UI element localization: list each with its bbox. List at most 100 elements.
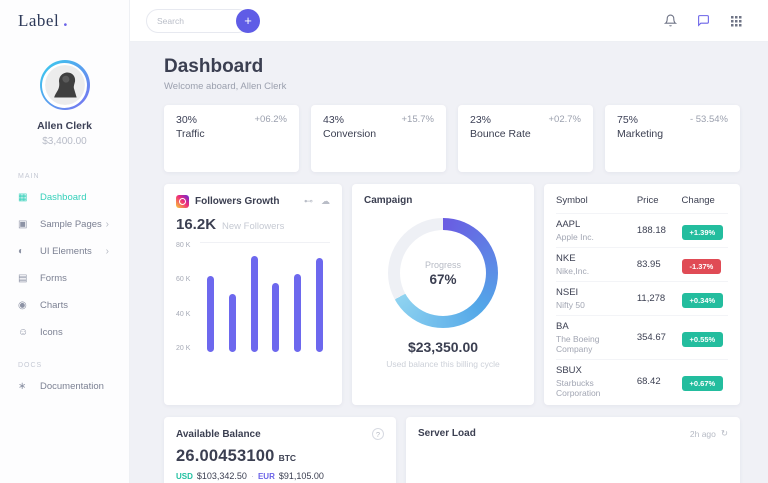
stat-card-marketing[interactable]: 75% - 53.54% Marketing: [605, 105, 740, 172]
stat-card-traffic[interactable]: 30% +06.2% Traffic: [164, 105, 299, 172]
stocks-table: Symbol Price Change AAPL Apple Inc. 188.…: [556, 186, 728, 403]
followers-growth-card: Followers Growth ⊷ ☁ 16.2K New Followers…: [164, 184, 342, 405]
stat-label: Conversion: [323, 128, 377, 140]
sidebar-item-ui-elements[interactable]: ◐ UI Elements ›: [0, 238, 129, 265]
sidebar-item-icons[interactable]: ☺ Icons: [0, 319, 129, 346]
table-row[interactable]: SBUX Starbucks Corporation 68.42 +0.67%: [556, 359, 728, 403]
page-header: Dashboard Welcome aboard, Allen Clerk: [164, 56, 740, 92]
sidebar-item-label: UI Elements: [40, 246, 92, 257]
stock-price: 354.67: [636, 315, 682, 360]
charts-icon: ◉: [18, 300, 27, 311]
sidebar-item-documentation[interactable]: ∗ Documentation: [0, 373, 129, 400]
change-badge: +0.34%: [681, 292, 724, 308]
stock-symbol: NSEI: [556, 287, 579, 298]
sidebar-item-label: Dashboard: [40, 192, 87, 203]
help-icon[interactable]: ?: [372, 428, 384, 440]
pages-icon: ▣: [18, 219, 28, 230]
sidebar-section-main: MAIN: [18, 173, 40, 180]
sidebar-section-docs: DOCS: [18, 362, 43, 369]
stock-price: 83.95: [636, 247, 682, 282]
chevron-right-icon: ›: [105, 246, 109, 257]
followers-bars: [200, 242, 330, 352]
stat-change: +02.7%: [548, 114, 582, 125]
middle-row: Followers Growth ⊷ ☁ 16.2K New Followers…: [164, 184, 740, 405]
stat-label: Traffic: [176, 128, 205, 140]
stat-label: Bounce Rate: [470, 128, 531, 140]
bell-icon: [664, 14, 677, 27]
refresh-icon[interactable]: ↻: [720, 428, 728, 438]
followers-subtitle: New Followers: [222, 221, 285, 232]
updated-timestamp: 2h ago: [689, 428, 716, 439]
change-badge: +0.55%: [681, 331, 724, 347]
sidebar-item-label: Sample Pages: [40, 219, 102, 230]
user-profile: Allen Clerk $3,400.00: [0, 42, 129, 157]
table-row[interactable]: NSEI Nifty 50 11,278 +0.34%: [556, 281, 728, 316]
stat-value: 43%: [323, 114, 345, 126]
notifications-button[interactable]: [664, 14, 677, 27]
stat-value: 23%: [470, 114, 492, 126]
bar-chart-y-axis: 80 K 60 K 40 K 20 K: [176, 242, 191, 352]
column-header-symbol[interactable]: Symbol: [556, 195, 588, 206]
stock-symbol: NKE: [556, 253, 576, 264]
chat-icon: [698, 15, 709, 27]
page-subtitle: Welcome aboard, Allen Clerk: [164, 81, 287, 92]
icons-icon: ☺: [18, 327, 29, 338]
campaign-caption: Used balance this billing cycle: [386, 359, 500, 369]
stat-change: +06.2%: [254, 114, 288, 125]
ui-elements-icon: ◐: [18, 246, 25, 257]
stat-label: Marketing: [617, 128, 664, 140]
plus-icon: +: [244, 12, 252, 28]
campaign-title: Campaign: [364, 195, 413, 206]
upload-icon[interactable]: ☁: [321, 196, 330, 206]
search-box: +: [146, 8, 260, 33]
eur-label: EUR: [257, 471, 275, 481]
link-icon[interactable]: ⊷: [304, 196, 313, 206]
stock-symbol: BA: [556, 321, 569, 332]
stock-price: 68.42: [636, 359, 682, 403]
profile-name: Allen Clerk: [37, 120, 92, 132]
followers-value: 16.2K: [176, 216, 217, 233]
avatar[interactable]: [39, 60, 90, 110]
server-load-chart: [418, 448, 728, 483]
campaign-donut-chart: Progress 67%: [388, 218, 498, 328]
sidebar-item-charts[interactable]: ◉ Charts: [0, 292, 129, 319]
bounce-rate-sparkline-chart: [470, 143, 581, 165]
app-logo[interactable]: Label .: [0, 0, 129, 42]
search-input[interactable]: [146, 8, 250, 33]
forms-icon: ▤: [18, 273, 28, 284]
documentation-icon: ∗: [18, 381, 27, 392]
sidebar-item-sample-pages[interactable]: ▣ Sample Pages ›: [0, 211, 129, 238]
stats-row: 30% +06.2% Traffic 43% +15.7% Conversion: [164, 105, 740, 172]
server-load-card: Server Load 2h ago ↻: [406, 417, 740, 483]
table-row[interactable]: BA The Boeing Company 354.67 +0.55%: [556, 315, 728, 360]
fiat-values: USD $103,342.50 · EUR $91,105.00: [176, 471, 384, 481]
page-content: Dashboard Welcome aboard, Allen Clerk 30…: [130, 42, 768, 483]
stock-price: 11,278: [636, 281, 682, 316]
stocks-card: Symbol Price Change AAPL Apple Inc. 188.…: [544, 184, 740, 405]
sidebar-item-forms[interactable]: ▤ Forms: [0, 265, 129, 292]
stat-card-conversion[interactable]: 43% +15.7% Conversion: [311, 105, 446, 172]
followers-bar-chart: 80 K 60 K 40 K 20 K: [176, 242, 330, 352]
traffic-sparkline-chart: [176, 143, 287, 165]
stat-card-bounce-rate[interactable]: 23% +02.7% Bounce Rate: [458, 105, 593, 172]
column-header-change[interactable]: Change: [681, 195, 715, 206]
sidebar-nav: MAIN ▦ Dashboard ▣ Sample Pages › ◐ UI E…: [0, 157, 129, 400]
messages-button[interactable]: [697, 14, 710, 27]
search-submit-button[interactable]: +: [236, 8, 260, 33]
sidebar: Label . Allen Clerk $3,400.00 MAIN ▦ Das: [0, 0, 130, 483]
stock-company: Nike,Inc.: [556, 266, 590, 276]
campaign-card: Campaign Progress 67% $23,350.00 Used ba…: [352, 184, 534, 405]
instagram-icon: [176, 195, 189, 208]
table-row[interactable]: NKE Nike,Inc. 83.95 -1.37%: [556, 247, 728, 282]
progress-value: 67%: [429, 271, 457, 287]
conversion-sparkline-chart: [323, 143, 434, 165]
topbar-icons: [664, 14, 742, 27]
sidebar-item-label: Icons: [40, 327, 63, 338]
sidebar-item-dashboard[interactable]: ▦ Dashboard: [0, 184, 129, 211]
apps-grid-icon[interactable]: [730, 15, 742, 27]
available-balance-card: Available Balance ? 26.00453100 BTC USD …: [164, 417, 396, 483]
topbar: +: [130, 0, 768, 42]
table-row[interactable]: AAPL Apple Inc. 188.18 +1.39%: [556, 213, 728, 248]
column-header-price[interactable]: Price: [636, 195, 659, 206]
